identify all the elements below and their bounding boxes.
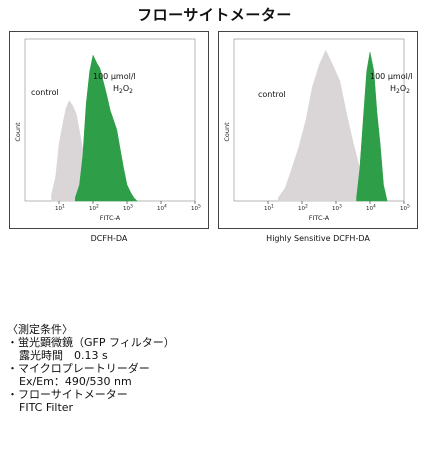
measurement-conditions: 〈測定条件〉 蛍光顕微鏡（GFP フィルター） 露光時間 0.13 s マイクロ… bbox=[7, 323, 175, 414]
x-tick-label: 104 bbox=[157, 204, 167, 213]
x-tick-label: 102 bbox=[298, 204, 308, 213]
caption-highly-sensitive: Highly Sensitive DCFH-DA bbox=[266, 234, 370, 243]
treatment-h2o2-label: H2O2 bbox=[390, 84, 410, 95]
x-tick-label: 101 bbox=[264, 204, 274, 213]
x-tick-label: 104 bbox=[366, 204, 376, 213]
condition-item-microscope: 蛍光顕微鏡（GFP フィルター） bbox=[7, 336, 175, 349]
condition-item-flow-cytometer: フローサイトメーター bbox=[7, 388, 175, 401]
x-axis-label: FITC-A bbox=[100, 214, 121, 222]
x-tick-label: 105 bbox=[191, 204, 201, 213]
condition-detail-filter: FITC Filter bbox=[19, 401, 74, 414]
histogram-highly-sensitive-dcfh-da: 101 102 103 104 105 FITC-A Count control 100 µmo… bbox=[218, 31, 418, 229]
treatment-label: 100 µmol/l bbox=[93, 72, 136, 81]
control-label: control bbox=[31, 88, 59, 97]
x-tick-label: 103 bbox=[332, 204, 342, 213]
treated-histogram bbox=[74, 54, 138, 202]
x-tick-label: 103 bbox=[123, 204, 133, 213]
condition-detail-exposure: 露光時間 0.13 s bbox=[19, 349, 108, 362]
page-title: フローサイトメーター bbox=[137, 6, 292, 24]
conditions-heading: 〈測定条件〉 bbox=[7, 323, 73, 336]
control-label: control bbox=[258, 90, 286, 99]
y-axis-label: Count bbox=[14, 122, 22, 142]
condition-detail-exem: Ex/Em：490/530 nm bbox=[19, 375, 132, 388]
treatment-label: 100 µmol/l bbox=[370, 72, 413, 81]
y-axis-label: Count bbox=[223, 122, 231, 142]
histogram-dcfh-da: 101 102 103 104 105 FITC-A Count control 100 µmo… bbox=[9, 31, 209, 229]
x-axis-label: FITC-A bbox=[309, 214, 330, 222]
caption-dcfh-da: DCFH-DA bbox=[90, 234, 128, 243]
x-tick-label: 105 bbox=[400, 204, 410, 213]
x-tick-label: 101 bbox=[55, 204, 65, 213]
treated-histogram bbox=[356, 51, 388, 202]
treatment-h2o2-label: H2O2 bbox=[113, 84, 133, 95]
x-tick-label: 102 bbox=[89, 204, 99, 213]
condition-item-plate-reader: マイクロプレートリーダー bbox=[7, 362, 175, 375]
